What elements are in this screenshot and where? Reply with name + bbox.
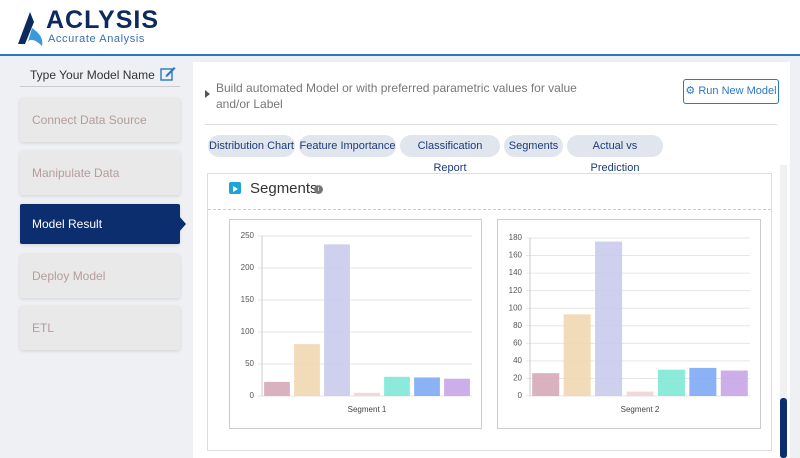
bar	[264, 382, 290, 396]
bar	[324, 244, 350, 396]
y-tick-label: 150	[241, 295, 255, 304]
bar	[444, 379, 470, 396]
y-tick-label: 40	[513, 356, 522, 365]
bar	[414, 377, 440, 396]
y-tick-label: 100	[509, 303, 523, 312]
y-tick-label: 100	[241, 327, 255, 336]
y-tick-label: 20	[513, 374, 522, 383]
bar	[294, 344, 320, 396]
y-tick-label: 80	[513, 321, 522, 330]
y-tick-label: 160	[509, 251, 523, 260]
bar	[721, 371, 748, 396]
y-tick-label: 50	[245, 359, 254, 368]
x-axis-label: Segment 2	[621, 405, 660, 414]
y-tick-label: 140	[509, 268, 523, 277]
y-tick-label: 120	[509, 286, 523, 295]
y-tick-label: 250	[241, 231, 255, 240]
bar	[384, 377, 410, 396]
bar	[354, 393, 380, 396]
y-tick-label: 200	[241, 263, 255, 272]
y-tick-label: 180	[509, 233, 523, 242]
bar	[689, 368, 716, 396]
bar	[658, 370, 685, 396]
y-tick-label: 0	[250, 391, 255, 400]
bar	[564, 314, 591, 396]
bar	[532, 373, 559, 396]
bar	[595, 242, 622, 396]
y-tick-label: 0	[518, 391, 523, 400]
y-tick-label: 60	[513, 338, 522, 347]
bar	[626, 392, 653, 396]
x-axis-label: Segment 1	[348, 405, 387, 414]
